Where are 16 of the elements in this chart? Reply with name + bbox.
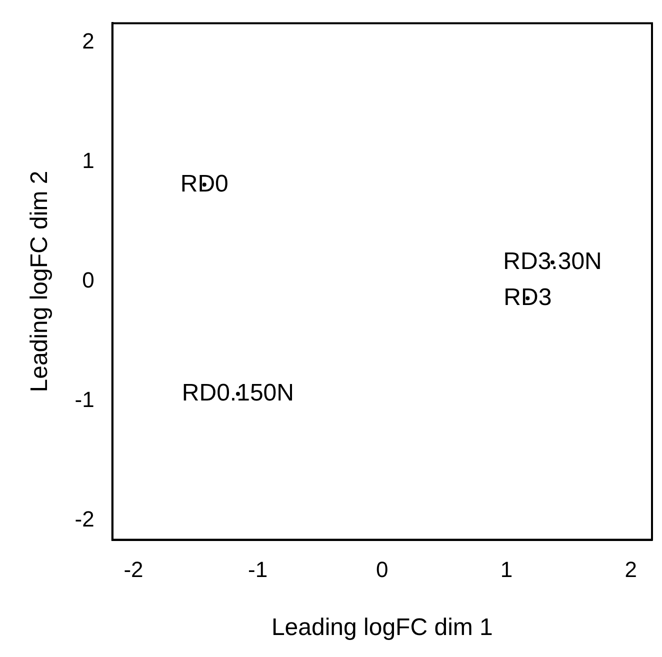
series-label: RD3.30N <box>503 248 602 275</box>
x-tick-label: 1 <box>500 557 513 582</box>
y-axis-title: Leading logFC dim 2 <box>26 170 54 392</box>
x-tick-label: -1 <box>248 557 268 582</box>
y-tick-label: -2 <box>74 506 94 532</box>
x-tick-label: 0 <box>376 557 388 582</box>
x-axis-title: Leading logFC dim 1 <box>271 614 493 642</box>
x-tick-label: -2 <box>124 557 144 582</box>
series-label: RD0.150N <box>182 380 294 407</box>
series-label: RD3 <box>504 284 552 311</box>
y-tick-label: 0 <box>82 268 94 293</box>
y-tick-label: -1 <box>74 387 94 412</box>
series-label: RD0 <box>180 170 228 198</box>
y-tick-label: 1 <box>82 148 94 173</box>
y-tick-label: 2 <box>82 28 94 54</box>
x-tick-label: 2 <box>624 557 637 582</box>
